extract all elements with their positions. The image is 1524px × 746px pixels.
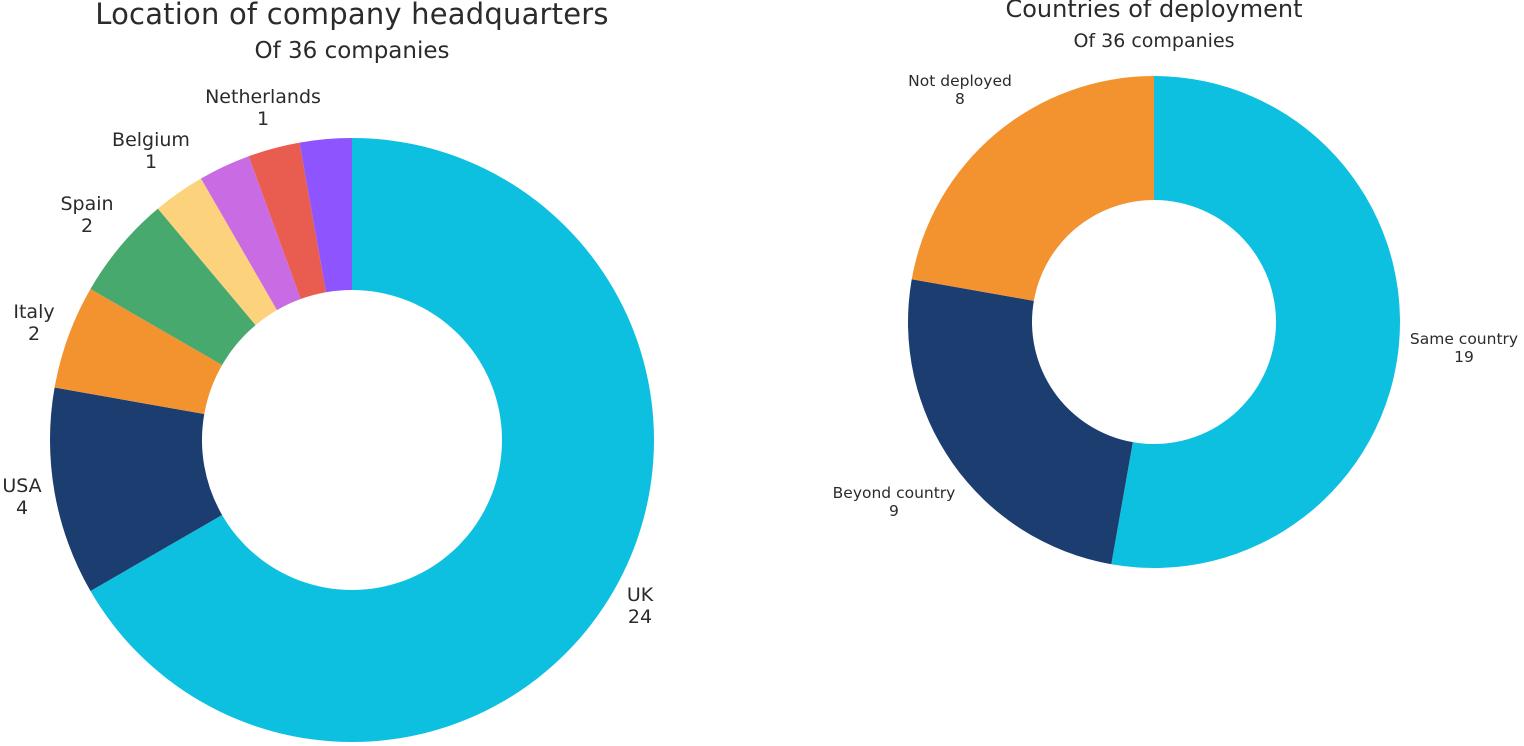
slice-label-beyond-country: Beyond country 9 [832,484,956,521]
hq-donut-chart [49,138,654,742]
hq-chart-subtitle: Of 36 companies [254,38,450,64]
slice-label-name: Beyond country [832,484,956,503]
slice-beyond-country [908,279,1133,565]
slice-label-value: 1 [144,151,158,173]
slice-netherlands [299,138,352,293]
slice-uk [90,138,654,742]
slice-label-value: 4 [15,497,29,519]
slice-label-value: 2 [80,215,94,237]
slice-label-value: 8 [955,90,965,108]
slice-label-belgium: Belgium 1 [112,129,190,174]
slice-label-name: Netherlands [205,86,321,109]
slice-label-name: UK [626,584,654,607]
slice-label-name: Not deployed [908,72,1012,91]
slice-label-name: Same country [1409,330,1519,349]
slice-label-uk: UK 24 [626,584,654,629]
slice-belgium [157,178,277,326]
slice-label-italy: Italy 2 [13,301,55,346]
slice-label-value: 19 [1454,348,1474,366]
slice-label-name: USA [2,475,42,498]
slice-same-country [1111,76,1401,568]
slice-unlabeled-6 [248,142,326,300]
slice-label-name: Italy [13,301,55,324]
deployment-chart-title: Countries of deployment [1005,0,1303,23]
slice-label-value: 9 [889,502,899,520]
slice-label-spain: Spain 2 [60,193,114,238]
slice-unlabeled-5 [201,156,301,311]
slice-label-name: Spain [60,193,114,216]
slice-label-value: 2 [27,323,41,345]
slice-label-usa: USA 4 [2,475,42,520]
slice-italy [54,289,223,414]
slice-label-same-country: Same country 19 [1409,330,1519,367]
deployment-donut-chart [908,76,1401,568]
slice-label-value: 1 [256,108,270,130]
slice-label-netherlands: Netherlands 1 [205,86,321,131]
slice-label-value: 24 [627,606,653,628]
slice-label-name: Belgium [112,129,190,152]
hq-chart-title: Location of company headquarters [95,0,609,31]
slice-not-deployed [911,76,1154,301]
slice-label-not-deployed: Not deployed 8 [908,72,1012,109]
slice-usa [49,387,223,591]
deployment-chart-subtitle: Of 36 companies [1073,30,1235,52]
slice-spain [90,208,256,365]
